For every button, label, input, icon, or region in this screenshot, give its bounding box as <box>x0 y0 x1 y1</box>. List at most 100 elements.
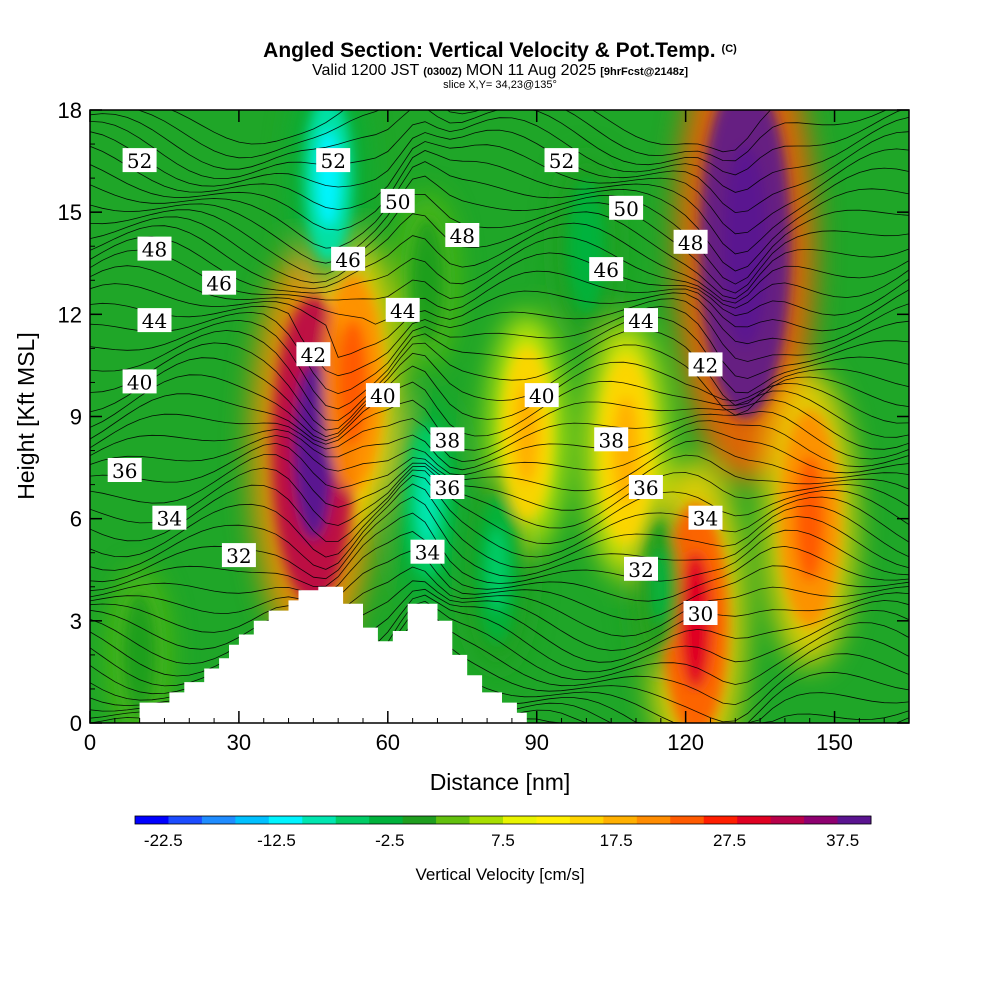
theta-contour <box>90 410 909 463</box>
theta-label: 38 <box>594 427 629 452</box>
theta-contour <box>90 141 909 235</box>
theta-label: 44 <box>385 297 420 323</box>
theta-contour <box>90 110 903 176</box>
w-cell-core <box>130 618 149 692</box>
w-cell-core <box>795 455 825 582</box>
theta-label-text: 40 <box>127 370 152 394</box>
theta-contour <box>90 283 909 358</box>
theta-label: 52 <box>316 148 351 173</box>
colorbar-swatch <box>837 816 872 824</box>
theta-contour <box>90 329 909 422</box>
colorbar-swatch <box>536 816 571 824</box>
colorbar-swatch <box>168 816 203 824</box>
y-tick-label: 12 <box>58 302 82 327</box>
theta-label-text: 44 <box>628 309 653 333</box>
x-tick-label: 150 <box>816 730 853 755</box>
theta-label-text: 32 <box>226 544 251 568</box>
colorbar-swatch <box>670 816 705 824</box>
colorbar-tick-label: -2.5 <box>375 831 404 850</box>
plot-area: 52 52 52 50 50 48 48 48 46 46 46 44 44 44 42 42 40 40 40 38… <box>13 98 910 795</box>
theta-label: 40 <box>524 383 559 408</box>
theta-label-text: 52 <box>549 149 574 173</box>
theta-contour <box>170 110 772 153</box>
theta-label-text: 34 <box>693 507 718 531</box>
colorbar-swatch <box>302 816 337 824</box>
colorbar-swatch <box>201 816 236 824</box>
theta-label-text: 42 <box>301 343 326 367</box>
theta-label: 34 <box>410 539 445 565</box>
theta-label: 52 <box>544 148 579 173</box>
theta-contour <box>90 566 909 637</box>
theta-contour <box>90 306 909 395</box>
theta-label: 42 <box>296 342 331 367</box>
w-cell-core <box>514 382 539 485</box>
theta-label-text: 52 <box>127 149 152 173</box>
theta-label-text: 44 <box>142 309 167 333</box>
colorbar-swatch <box>369 816 404 824</box>
colorbar-tick-label: 7.5 <box>491 831 515 850</box>
vertical-velocity-field <box>112 110 856 723</box>
w-cell-core <box>723 146 768 347</box>
theta-contour <box>90 588 909 665</box>
theta-label-text: 48 <box>142 238 167 262</box>
colorbar-swatch <box>503 816 537 824</box>
theta-label-text: 46 <box>206 272 231 296</box>
theta-label-text: 30 <box>688 602 713 626</box>
theta-contour <box>90 161 909 272</box>
theta-contour <box>90 466 909 529</box>
theta-label-text: 36 <box>112 459 137 483</box>
theta-label: 50 <box>380 188 415 214</box>
theta-label-text: 32 <box>628 558 653 582</box>
colorbar-swatch <box>703 816 738 824</box>
slice-annotation: slice X,Y= 34,23@135° <box>443 79 557 91</box>
theta-contour <box>90 129 909 214</box>
y-axis-label: Height [Kft MSL] <box>13 332 39 499</box>
theta-label-text: 52 <box>320 149 345 173</box>
theta-contour <box>90 116 909 193</box>
x-tick-label: 60 <box>376 730 400 755</box>
theta-label-text: 48 <box>678 231 703 255</box>
theta-label-text: 38 <box>435 428 460 452</box>
theta-label: 36 <box>430 475 465 500</box>
theta-label: 40 <box>122 369 157 394</box>
theta-contour <box>90 531 909 602</box>
theta-label: 46 <box>331 246 366 272</box>
colorbar-tick-label: -12.5 <box>257 831 296 850</box>
theta-label: 42 <box>688 352 723 377</box>
field-plot: 52 52 52 50 50 48 48 48 46 46 46 44 44 44 42 42 40 40 40 38… <box>90 110 909 723</box>
colorbar-tick-label: -22.5 <box>144 831 183 850</box>
theta-label-text: 44 <box>390 299 415 323</box>
colorbar-swatch <box>804 816 839 824</box>
theta-contour <box>90 483 909 571</box>
colorbar-swatch <box>636 816 671 824</box>
theta-label-text: 36 <box>435 476 460 500</box>
y-tick-label: 15 <box>58 200 82 225</box>
x-tick-label: 120 <box>667 730 704 755</box>
colorbar-frame <box>134 815 872 825</box>
theta-label-text: 42 <box>693 353 718 377</box>
theta-label-text: 34 <box>415 541 440 565</box>
theta-contour <box>90 474 909 558</box>
theta-label-text: 50 <box>385 190 410 214</box>
colorbar <box>134 815 872 825</box>
theta-contour <box>90 298 909 377</box>
theta-contour <box>90 393 909 451</box>
theta-contour <box>90 374 909 442</box>
colorbar-tick-label: 37.5 <box>826 831 859 850</box>
colorbar-label: Vertical Velocity [cm/s] <box>415 865 584 884</box>
theta-contour <box>90 549 909 621</box>
terrain <box>90 586 909 723</box>
theta-contour <box>90 440 909 492</box>
colorbar-tick-label: 17.5 <box>600 831 633 850</box>
x-axis-label: Distance [nm] <box>430 769 571 795</box>
theta-label: 50 <box>609 195 644 221</box>
theta-label: 38 <box>430 427 465 452</box>
theta-label: 52 <box>122 148 157 173</box>
colorbar-swatch <box>469 816 504 824</box>
theta-label: 32 <box>624 556 658 582</box>
theta-label: 34 <box>688 505 723 531</box>
theta-label: 48 <box>445 223 480 248</box>
theta-label-text: 36 <box>633 476 658 500</box>
theta-label-text: 46 <box>335 248 360 272</box>
